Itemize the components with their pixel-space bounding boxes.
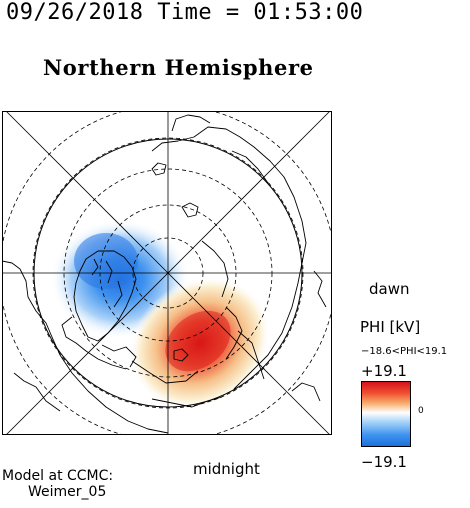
hemisphere-title: Northern Hemisphere	[43, 55, 314, 80]
colorbar-title: PHI [kV]	[360, 318, 421, 336]
colorbar-zero-label: 0	[418, 406, 424, 416]
model-label: Model at CCMC:	[2, 468, 114, 484]
coastlines	[2, 114, 327, 434]
colorbar-range-text: −18.6<PHI<19.1	[361, 346, 448, 357]
polar-map	[2, 111, 332, 435]
model-name: Weimer_05	[28, 484, 107, 500]
colorbar	[361, 381, 411, 447]
midnight-label: midnight	[193, 460, 260, 478]
colorbar-min-label: −19.1	[361, 453, 407, 471]
colorbar-max-label: +19.1	[361, 362, 407, 380]
meridian-lines	[2, 111, 332, 435]
colorbar-gradient	[361, 381, 411, 447]
dawn-label: dawn	[369, 280, 410, 298]
timestamp: 09/26/2018 Time = 01:53:00	[6, 0, 364, 25]
